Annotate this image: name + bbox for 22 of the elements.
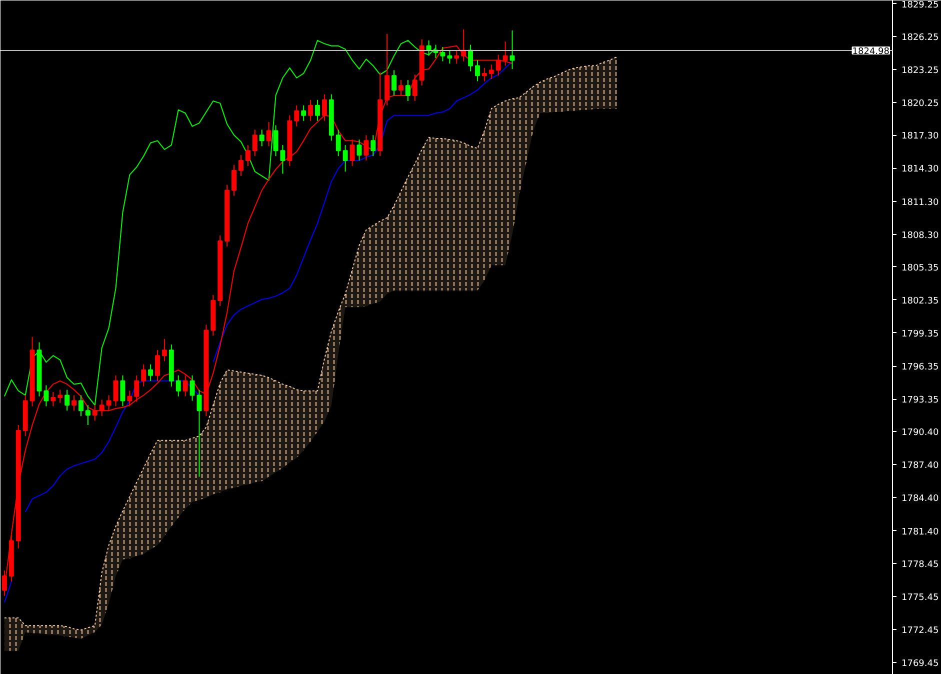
y-tick-label: 1829.25 — [902, 0, 939, 10]
y-tick-label: 1817.30 — [902, 132, 939, 142]
y-tick-label: 1784.40 — [902, 494, 939, 504]
y-tick-label: 1805.35 — [902, 263, 939, 274]
y-tick-label: 1772.45 — [902, 626, 939, 636]
y-tick-label: 1823.25 — [902, 66, 939, 76]
y-tick-label: 1790.40 — [902, 428, 939, 438]
y-tick-label: 1808.30 — [902, 230, 939, 241]
y-tick-label: 1811.30 — [902, 198, 939, 208]
y-tick-label: 1820.25 — [902, 99, 939, 110]
ref-line-label: 1824.98 — [852, 47, 890, 58]
y-tick-label: 1787.40 — [902, 461, 939, 472]
y-tick-label: 1775.45 — [902, 592, 939, 603]
y-tick-label: 1793.35 — [902, 396, 939, 406]
y-tick-label: 1769.45 — [902, 658, 939, 669]
y-tick-label: 1781.40 — [902, 527, 939, 538]
y-tick-label: 1826.25 — [902, 33, 939, 44]
y-tick-label: 1799.35 — [902, 329, 939, 340]
y-tick-label: 1802.35 — [902, 296, 939, 306]
y-tick-label: 1796.35 — [902, 362, 939, 373]
y-tick-label: 1778.45 — [902, 560, 939, 570]
y-tick-label: 1814.30 — [902, 164, 939, 175]
